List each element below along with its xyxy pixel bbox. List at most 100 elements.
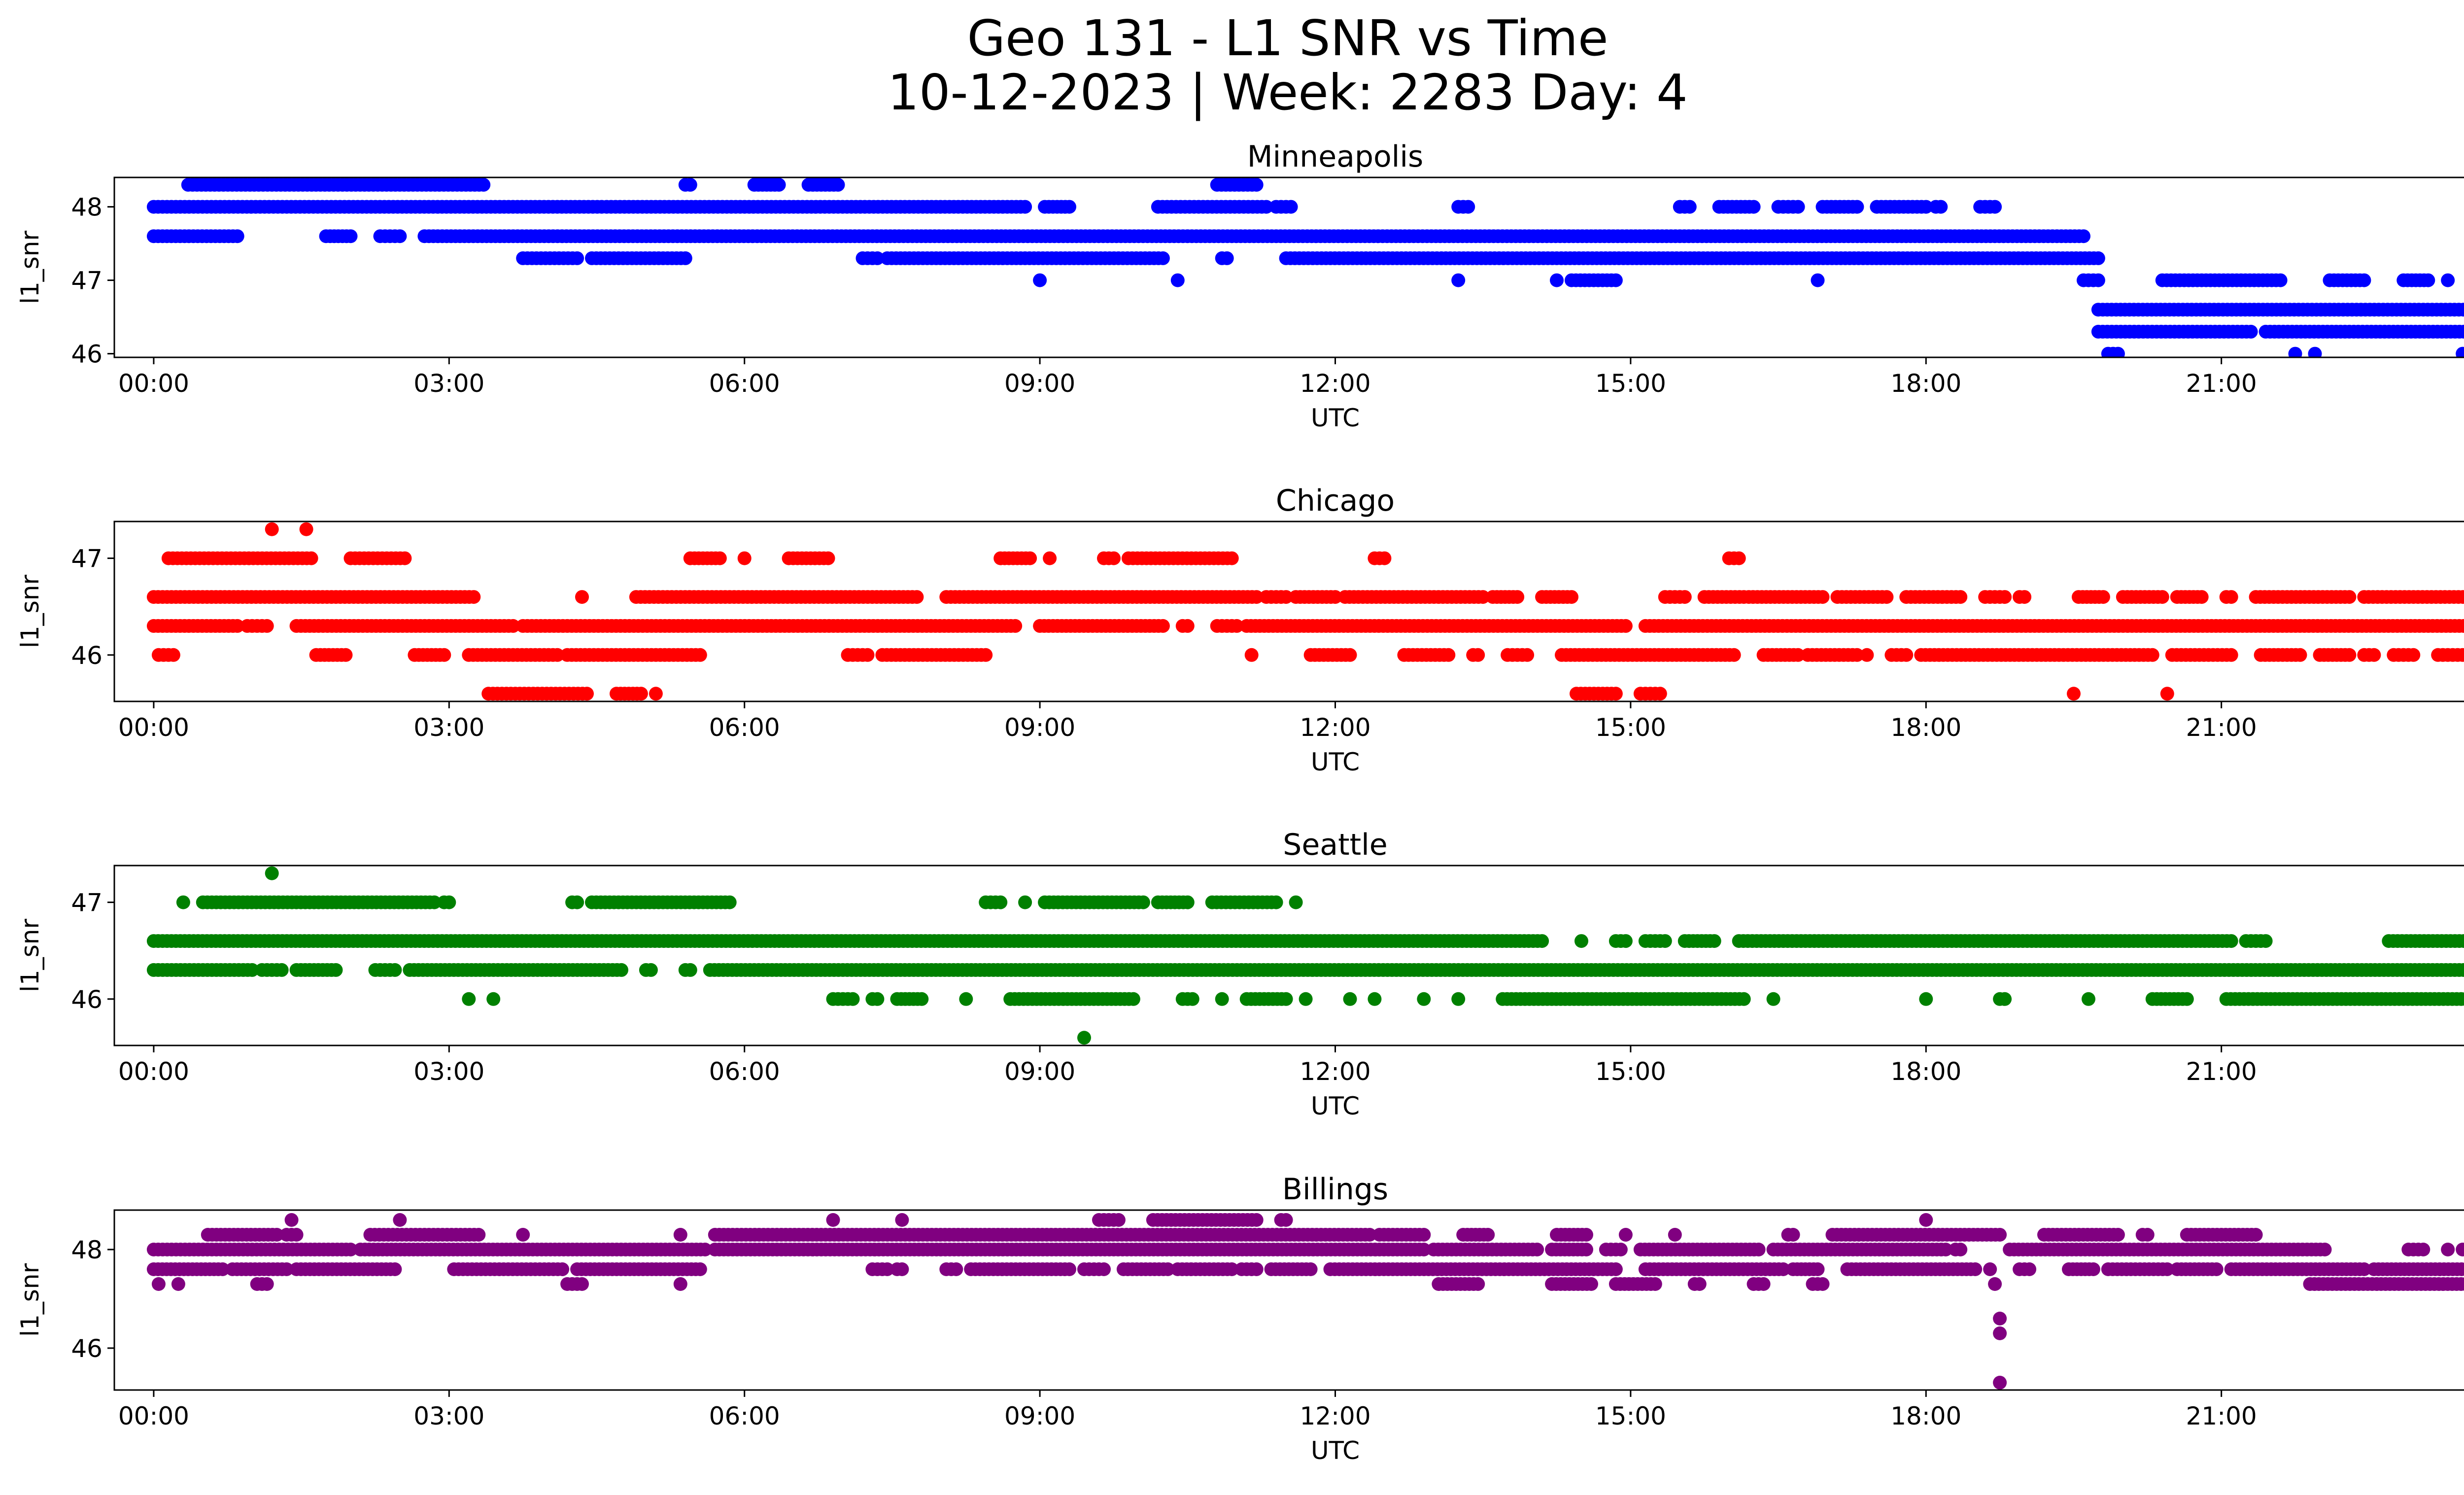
minneapolis-x-axis-label: UTC: [1311, 404, 1360, 432]
data-point: [1618, 619, 1633, 633]
seattle-y-axis-label: l1_snr: [16, 919, 44, 992]
x-tick-label: 03:00: [413, 1057, 484, 1086]
data-point: [575, 590, 589, 604]
data-point: [1998, 992, 2012, 1006]
data-point: [2224, 648, 2238, 662]
data-point: [644, 963, 658, 977]
y-tick-label: 47: [71, 889, 103, 917]
data-point: [343, 229, 358, 243]
data-point: [1289, 895, 1303, 909]
x-tick-label: 06:00: [709, 713, 780, 742]
data-point: [1786, 1228, 1800, 1242]
data-point: [486, 992, 501, 1006]
data-point: [895, 1213, 909, 1227]
data-point: [393, 229, 407, 243]
data-point: [2461, 964, 2464, 976]
data-point: [2441, 273, 2455, 287]
data-point: [1451, 273, 1466, 287]
x-tick-label: 09:00: [1004, 369, 1075, 398]
data-point: [2194, 590, 2209, 604]
data-point: [2461, 649, 2464, 661]
x-tick-label: 00:00: [118, 1057, 189, 1086]
data-point: [1510, 590, 1525, 604]
data-point: [1520, 648, 1535, 662]
data-point: [2457, 934, 2464, 948]
data-point: [1766, 992, 1780, 1006]
data-point: [722, 895, 737, 909]
data-point: [1249, 177, 1264, 192]
data-point: [1299, 992, 1313, 1006]
data-point: [1530, 1243, 1544, 1256]
data-point: [1850, 200, 1864, 214]
data-point: [1126, 992, 1140, 1006]
data-point: [2180, 992, 2194, 1006]
data-point: [1259, 200, 1273, 214]
data-point: [1043, 551, 1057, 565]
x-tick-label: 18:00: [1890, 369, 1961, 398]
data-point: [1230, 619, 1244, 633]
data-point: [516, 1228, 530, 1242]
data-point: [821, 551, 835, 565]
data-point: [176, 895, 190, 909]
data-point: [442, 895, 456, 909]
data-point: [2096, 590, 2110, 604]
x-tick-label: 15:00: [1595, 369, 1666, 398]
data-point: [2155, 590, 2169, 604]
data-point: [993, 895, 1008, 909]
data-point: [2111, 1228, 2125, 1242]
data-point: [2342, 590, 2357, 604]
x-tick-label: 12:00: [1300, 369, 1370, 398]
data-point: [265, 522, 279, 536]
x-tick-label: 03:00: [413, 369, 484, 398]
data-point: [1417, 1228, 1431, 1242]
data-point: [1658, 934, 1672, 948]
data-point: [2288, 347, 2302, 357]
data-point: [2459, 992, 2464, 1006]
data-point: [1328, 590, 1342, 604]
data-point: [477, 177, 491, 192]
data-point: [1107, 551, 1121, 565]
x-tick-label: 18:00: [1890, 1057, 1961, 1086]
data-point: [1899, 648, 1914, 662]
data-point: [215, 1262, 230, 1276]
data-point: [1033, 273, 1047, 287]
data-point: [713, 551, 727, 565]
y-tick-label: 46: [71, 641, 103, 670]
data-point: [398, 551, 412, 565]
data-point: [2460, 591, 2464, 603]
data-point: [2018, 590, 2032, 604]
data-point: [870, 992, 885, 1006]
data-point: [1156, 619, 1170, 633]
data-point: [1343, 648, 1357, 662]
data-point: [2441, 1243, 2455, 1256]
data-point: [1608, 687, 1623, 701]
data-point: [1249, 1213, 1264, 1227]
data-point: [2460, 347, 2464, 357]
figure-title-line2: 10-12-2023 | Week: 2283 Day: 4: [888, 64, 1688, 121]
minneapolis-title: Minneapolis: [1247, 139, 1424, 174]
data-point: [1579, 1243, 1593, 1256]
data-point: [2421, 273, 2435, 287]
data-point: [339, 648, 353, 662]
data-point: [1682, 200, 1697, 214]
data-point: [1535, 934, 1549, 948]
x-tick-label: 21:00: [2186, 1057, 2257, 1086]
data-point: [649, 687, 663, 701]
data-point: [846, 992, 860, 1006]
x-tick-label: 00:00: [118, 369, 189, 398]
data-point: [304, 551, 318, 565]
data-point: [462, 992, 476, 1006]
data-point: [279, 1262, 294, 1276]
data-point: [1791, 648, 1805, 662]
figure-title-line1: Geo 131 - L1 SNR vs Time: [967, 9, 1608, 67]
data-point: [2318, 1243, 2332, 1256]
data-point: [1279, 992, 1293, 1006]
data-point: [2273, 273, 2288, 287]
data-point: [1880, 590, 1894, 604]
data-point: [1215, 992, 1229, 1006]
data-point: [1023, 551, 1037, 565]
